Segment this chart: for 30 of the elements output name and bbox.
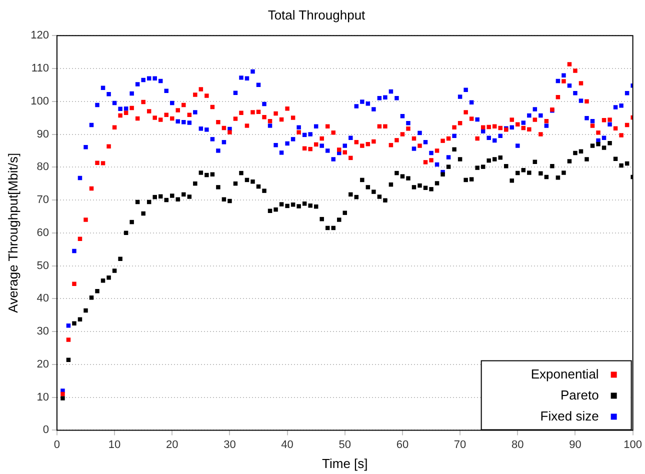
y-tick-label: 110 [31, 62, 49, 75]
x-tick-label: 80 [512, 438, 524, 451]
x-tick-label: 20 [166, 438, 178, 451]
y-tick-label: 40 [36, 292, 49, 305]
y-tick-label: 90 [36, 128, 49, 140]
y-tick-label: 120 [30, 30, 49, 42]
x-tick-label: 50 [338, 438, 352, 451]
legend-label: Pareto [560, 387, 599, 402]
y-tick-label: 100 [30, 95, 49, 108]
x-tick-label: 40 [281, 438, 294, 451]
y-tick-label: 50 [36, 260, 49, 272]
legend-label: Exponential [530, 366, 599, 382]
x-tick-label: 30 [224, 438, 236, 451]
x-axis-title: Time [s] [322, 456, 368, 471]
y-tick-label: 30 [36, 326, 49, 338]
x-tick-label: 10 [108, 438, 121, 451]
legend-label: Fixed size [540, 408, 599, 424]
x-tick-label: 100 [624, 438, 642, 451]
y-tick-label: 80 [36, 161, 49, 174]
y-axis-title: Average Throughput[Mbit/s] [5, 152, 20, 313]
x-tick-label: 90 [569, 438, 582, 451]
x-tick-label: 0 [54, 438, 60, 451]
chart-title: Total Throughput [268, 7, 366, 22]
x-tick-label: 70 [454, 438, 466, 451]
x-tick-label: 60 [396, 438, 409, 451]
y-tick-label: 10 [36, 391, 49, 404]
y-tick-label: 60 [36, 226, 49, 239]
y-tick-label: 20 [36, 358, 49, 370]
y-tick-label: 0 [42, 424, 49, 436]
y-tick-label: 70 [36, 194, 49, 206]
